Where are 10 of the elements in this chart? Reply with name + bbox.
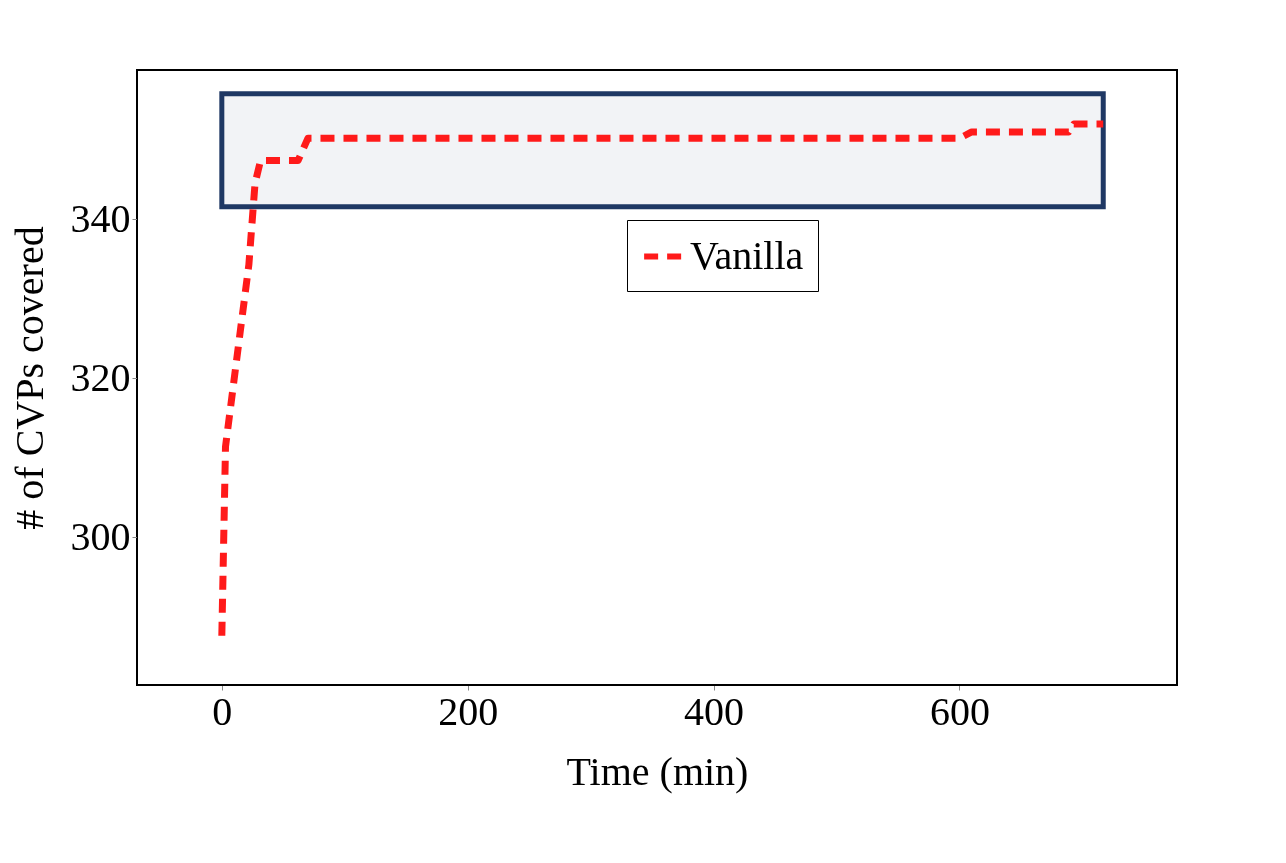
x-tick-label: 600 [929,688,990,734]
x-tick-label: 200 [438,688,499,734]
y-axis-title: # of CVPs covered [6,226,52,530]
y-tick-label: 320 [70,354,131,400]
y-tick-label: 300 [70,513,131,559]
x-axis-title: Time (min) [566,748,749,794]
x-tick-label: 0 [212,688,233,734]
x-tick-label: 400 [684,688,745,734]
y-tick-label: 340 [70,195,131,241]
legend-label: Vanilla [690,232,804,278]
